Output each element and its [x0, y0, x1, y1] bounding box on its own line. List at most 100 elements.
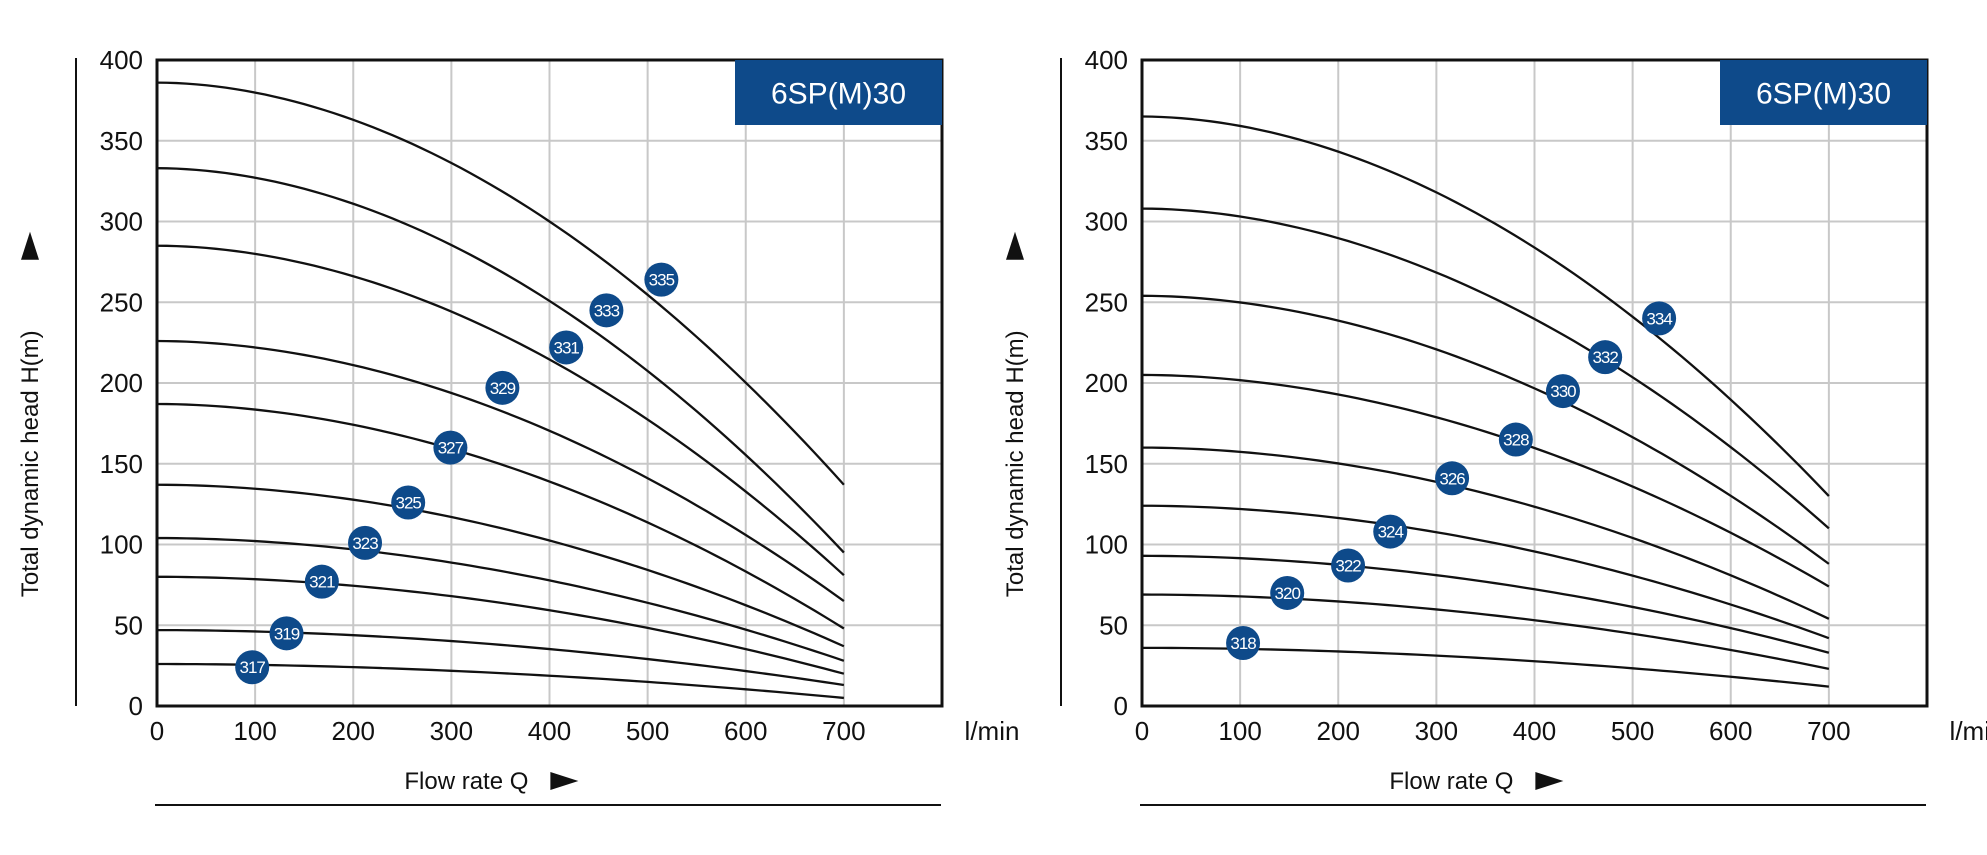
chart-panel-2: 0 50 100 150 200 250 300 350 400 0 100 200 300 400 500… [1002, 45, 1987, 806]
marker-328 [1498, 422, 1533, 457]
title-badge [1720, 60, 1927, 125]
marker-label-320: 320 [1275, 584, 1301, 603]
y-tick-label: 350 [100, 126, 143, 156]
chart-title: 6SP(M)30 [771, 78, 906, 111]
marker-319 [269, 616, 304, 651]
marker-label-325: 325 [396, 494, 422, 513]
curve-330 [1141, 294, 1830, 565]
curve-321 [156, 575, 845, 675]
marker-label-318: 318 [1230, 634, 1256, 653]
x-tick-label: 700 [822, 716, 865, 746]
marker-label-328: 328 [1503, 431, 1529, 450]
x-axis-arrow-icon [1535, 772, 1564, 790]
curve-329 [156, 339, 845, 602]
x-tick-label: 500 [626, 716, 669, 746]
y-tick-label: 150 [100, 449, 143, 479]
curve-320 [1141, 593, 1830, 670]
y-tick-label: 400 [1085, 45, 1128, 75]
x-unit-label: l/min [965, 716, 1020, 746]
marker-label-323: 323 [352, 534, 378, 553]
y-axis-label: Total dynamic head H(m) [17, 330, 44, 597]
marker-317 [235, 650, 270, 685]
x-tick-label: 600 [724, 716, 767, 746]
y-tick-label: 200 [1085, 368, 1128, 398]
marker-329 [485, 370, 520, 405]
marker-label-327: 327 [438, 439, 464, 458]
curve-332 [1141, 207, 1830, 530]
x-tick-label: 600 [1709, 716, 1752, 746]
marker-318 [1226, 626, 1261, 661]
curve-325 [156, 483, 845, 648]
curve-322 [1141, 554, 1830, 654]
marker-325 [391, 485, 426, 520]
marker-label-335: 335 [649, 271, 675, 290]
chart-title: 6SP(M)30 [1756, 78, 1891, 111]
marker-label-333: 333 [594, 301, 620, 320]
marker-327 [433, 430, 468, 465]
y-tick-label: 300 [1085, 207, 1128, 237]
y-tick-label: 150 [1085, 449, 1128, 479]
marker-label-334: 334 [1646, 309, 1672, 328]
title-badge [735, 60, 942, 125]
marker-label-326: 326 [1439, 469, 1465, 488]
y-axis-arrow-icon [21, 231, 39, 260]
curve-317 [156, 662, 844, 700]
y-tick-label: 200 [100, 368, 143, 398]
marker-label-330: 330 [1550, 382, 1576, 401]
marker-label-319: 319 [274, 624, 300, 643]
marker-label-331: 331 [553, 338, 579, 357]
y-tick-label: 400 [100, 45, 143, 75]
y-tick-label: 300 [100, 207, 143, 237]
curve-324 [1141, 504, 1830, 640]
marker-332 [1588, 340, 1623, 375]
curve-327 [156, 402, 845, 630]
marker-335 [644, 262, 679, 297]
marker-label-321: 321 [309, 573, 335, 592]
y-axis-arrow-icon [1006, 231, 1024, 260]
marker-321 [304, 564, 339, 599]
curve-335 [156, 81, 845, 486]
x-tick-label: 200 [1317, 716, 1360, 746]
marker-label-322: 322 [1335, 556, 1361, 575]
curves [156, 81, 845, 700]
marker-320 [1270, 575, 1305, 610]
y-tick-label: 0 [129, 691, 143, 721]
marker-330 [1545, 374, 1580, 409]
marker-326 [1435, 461, 1470, 496]
x-tick-label: 100 [233, 716, 276, 746]
marker-331 [549, 330, 584, 365]
marker-323 [348, 525, 383, 560]
plot-frame [155, 58, 944, 708]
y-tick-label: 250 [100, 287, 143, 317]
y-tick-label: 100 [100, 530, 143, 560]
y-axis-label: Total dynamic head H(m) [1002, 330, 1029, 597]
curve-333 [156, 167, 845, 554]
y-tick-label: 100 [1085, 530, 1128, 560]
marker-label-332: 332 [1592, 348, 1618, 367]
marker-334 [1642, 301, 1677, 336]
curve-326 [1141, 446, 1830, 620]
x-tick-label: 500 [1611, 716, 1654, 746]
y-tick-label: 50 [1099, 610, 1128, 640]
curve-markers: 317 319 321 323 325 327 329 331 333 335 [235, 262, 679, 685]
x-tick-label: 700 [1807, 716, 1850, 746]
x-tick-label: 0 [1135, 716, 1149, 746]
x-tick-label: 300 [430, 716, 473, 746]
curve-334 [1141, 115, 1830, 497]
x-tick-label: 0 [150, 716, 164, 746]
x-axis-label: Flow rate Q [404, 768, 528, 795]
x-tick-label: 100 [1218, 716, 1261, 746]
x-axis-arrow-icon [550, 772, 579, 790]
x-tick-label: 200 [332, 716, 375, 746]
marker-label-317: 317 [239, 658, 265, 677]
x-unit-label: l/min [1950, 716, 1987, 746]
marker-324 [1373, 514, 1408, 549]
curve-markers: 318 320 322 324 326 328 330 332 334 [1226, 301, 1677, 661]
x-axis-label: Flow rate Q [1389, 768, 1513, 795]
y-tick-label: 250 [1085, 287, 1128, 317]
plot-frame [1140, 58, 1929, 708]
marker-label-324: 324 [1378, 523, 1404, 542]
x-tick-label: 400 [1513, 716, 1556, 746]
curves [1141, 115, 1830, 688]
